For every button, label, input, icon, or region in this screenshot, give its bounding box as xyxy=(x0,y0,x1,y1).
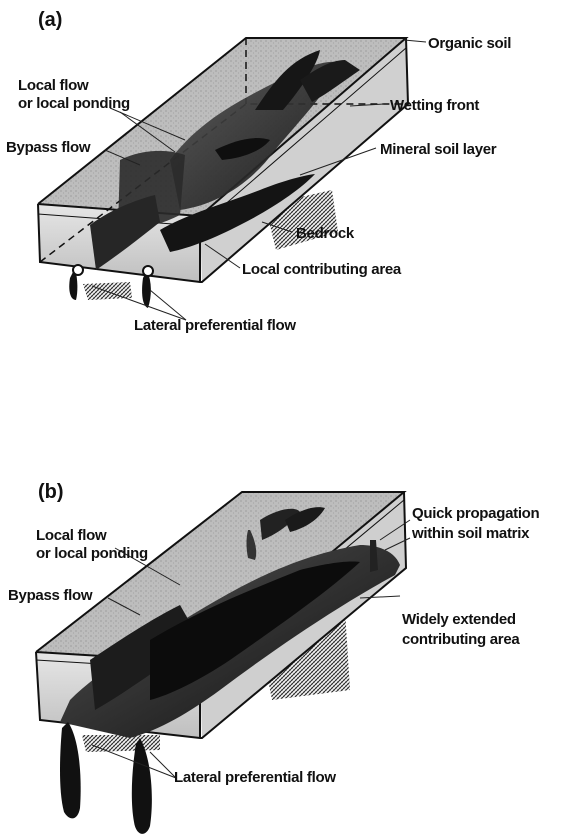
panel-a-label: (a) xyxy=(38,9,62,31)
panel-b-label-local-flow-2: or local ponding xyxy=(36,545,148,562)
panel-a-label-local-flow-2: or local ponding xyxy=(18,95,130,112)
panel-b-label-widely-1: Widely extended xyxy=(402,611,516,628)
panel-b-label-quick-1: Quick propagation xyxy=(412,505,540,522)
panel-a-label-lateral-flow: Lateral preferential flow xyxy=(134,317,296,334)
panel-a-label-local-flow-1: Local flow xyxy=(18,77,89,94)
panel-a: (a) xyxy=(6,9,512,334)
panel-a-label-wetting-front: Wetting front xyxy=(390,97,479,114)
panel-a-flow-paths xyxy=(69,50,360,308)
panel-b-label-local-flow-1: Local flow xyxy=(36,527,107,544)
panel-a-label-local-contributing: Local contributing area xyxy=(242,261,402,278)
panel-b-label-lateral-flow: Lateral preferential flow xyxy=(174,769,336,786)
panel-b-label-bypass-flow: Bypass flow xyxy=(8,587,93,604)
panel-a-label-bypass-flow: Bypass flow xyxy=(6,139,91,156)
panel-a-label-mineral-soil: Mineral soil layer xyxy=(380,141,497,158)
panel-a-label-organic-soil: Organic soil xyxy=(428,35,511,52)
panel-b-leaders xyxy=(91,519,411,779)
panel-b-flow-paths xyxy=(60,507,400,834)
panel-b-label: (b) xyxy=(38,481,64,503)
panel-a-leaders xyxy=(91,39,427,321)
panel-a-label-bedrock: Bedrock xyxy=(296,225,355,242)
panel-b-label-widely-2: contributing area xyxy=(402,631,520,648)
panel-b-label-quick-2: within soil matrix xyxy=(411,525,530,542)
panel-b: (b) xyxy=(8,481,540,834)
